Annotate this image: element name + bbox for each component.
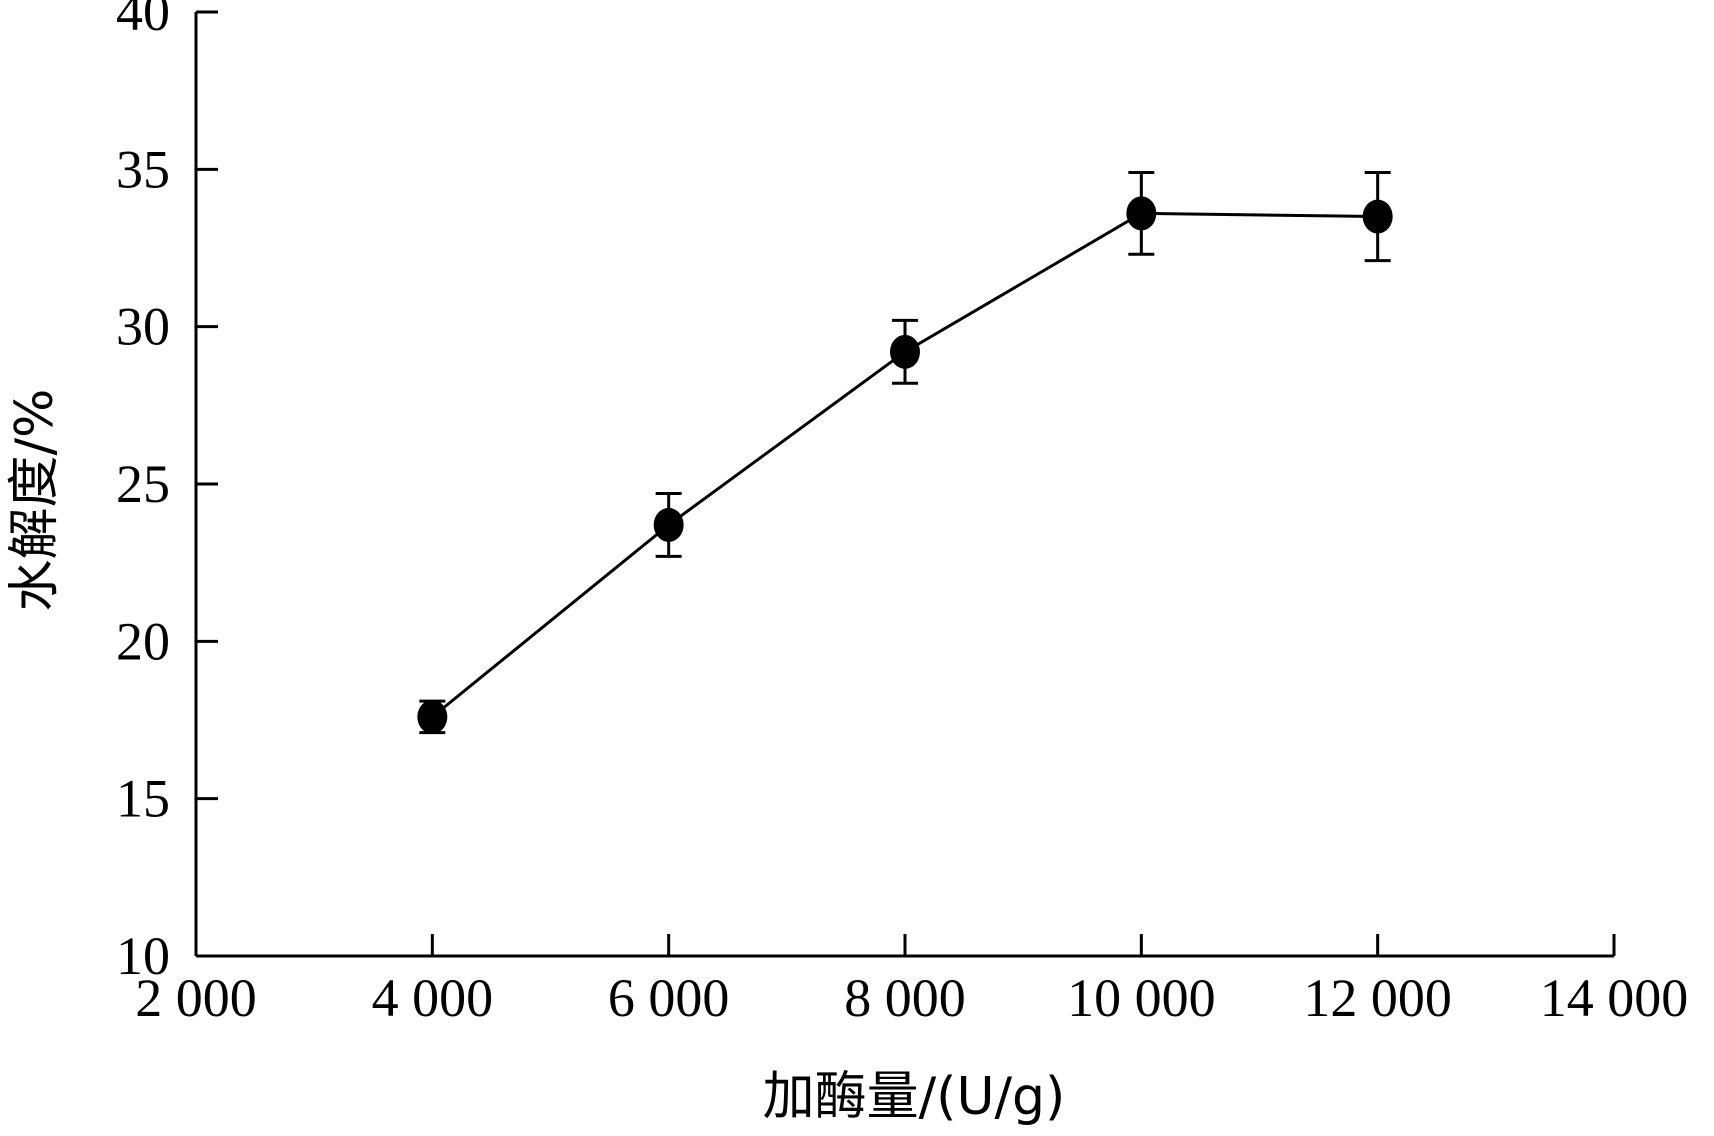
x-tick-label: 2 000 — [135, 968, 257, 1028]
data-point — [1126, 196, 1157, 231]
x-tick-label: 12 000 — [1303, 968, 1452, 1028]
x-ticks: 2 000 4 000 6 000 8 000 10 000 12 000 14 000 — [135, 934, 1688, 1028]
y-tick-label: 35 — [116, 139, 170, 199]
y-axis-title: 水解度/% — [5, 389, 65, 612]
y-tick-label: 40 — [116, 0, 170, 42]
x-tick-label: 6 000 — [608, 968, 730, 1028]
x-tick-label: 14 000 — [1540, 968, 1689, 1028]
series — [417, 170, 1393, 735]
x-tick-label: 10 000 — [1067, 968, 1216, 1028]
data-point — [417, 699, 448, 734]
y-tick-label: 20 — [116, 611, 170, 671]
data-point — [1362, 199, 1393, 234]
axes — [194, 12, 1614, 958]
y-tick-label: 15 — [116, 769, 170, 829]
series-line — [431, 211, 1378, 719]
x-tick-label: 4 000 — [372, 968, 494, 1028]
y-tick-label: 30 — [116, 297, 170, 357]
y-tick-label: 10 — [116, 926, 170, 986]
y-tick-label: 25 — [116, 454, 170, 514]
x-axis-title: 加酶量/(U/g) — [763, 1067, 1066, 1127]
x-tick-label: 8 000 — [844, 968, 966, 1028]
data-point — [890, 334, 920, 369]
data-point — [653, 507, 684, 542]
y-ticks: 10 15 20 25 30 35 40 — [116, 0, 218, 986]
